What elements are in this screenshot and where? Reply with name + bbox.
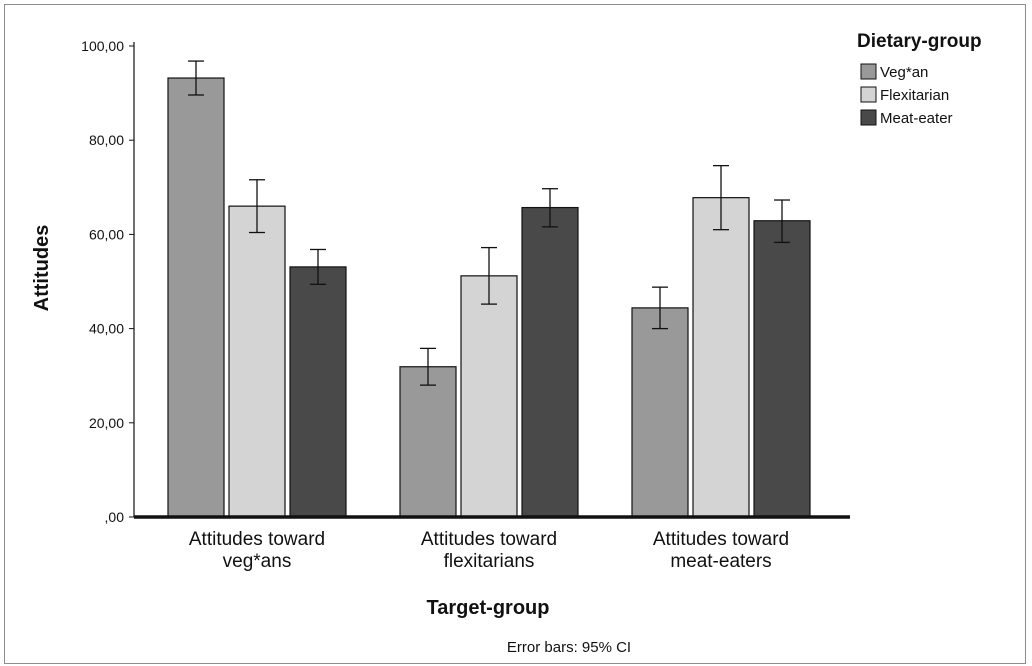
y-tick-label: 40,00 xyxy=(89,321,124,337)
legend: Dietary-group Veg*an Flexitarian Meat-eate… xyxy=(857,31,982,127)
legend-label: Veg*an xyxy=(880,64,928,81)
x-axis-title: Target-group xyxy=(427,597,550,619)
y-tick-label: 20,00 xyxy=(89,415,124,431)
x-category-label: Attitudes toward meat-eaters xyxy=(653,529,789,572)
legend-label: Flexitarian xyxy=(880,87,949,104)
y-tick-label: 60,00 xyxy=(89,226,124,242)
x-category-label: Attitudes toward veg*ans xyxy=(189,529,325,572)
bar xyxy=(753,220,811,518)
y-tick-label: 100,00 xyxy=(81,38,124,54)
bar xyxy=(289,266,347,518)
legend-swatch xyxy=(860,109,877,126)
bar xyxy=(692,197,750,518)
y-axis-title: Attitudes xyxy=(31,225,53,312)
bar xyxy=(460,275,518,518)
x-category-label: Attitudes toward flexitarians xyxy=(421,529,557,572)
bar xyxy=(228,205,286,518)
legend-swatch xyxy=(860,63,877,80)
legend-label: Meat-eater xyxy=(880,110,953,127)
y-axis: ,00 20,00 40,00 60,00 80,00 100,00 xyxy=(81,38,135,525)
bar xyxy=(167,77,225,518)
y-tick-label: ,00 xyxy=(105,509,125,525)
plot-area xyxy=(167,60,811,518)
error-bar-footnote: Error bars: 95% CI xyxy=(507,639,631,656)
x-axis: Attitudes toward veg*ans Attitudes toward f… xyxy=(134,515,850,572)
legend-swatch xyxy=(860,86,877,103)
bar xyxy=(631,307,689,518)
bar xyxy=(399,366,457,518)
bar xyxy=(521,206,579,518)
y-tick-label: 80,00 xyxy=(89,132,124,148)
legend-title: Dietary-group xyxy=(857,31,982,52)
